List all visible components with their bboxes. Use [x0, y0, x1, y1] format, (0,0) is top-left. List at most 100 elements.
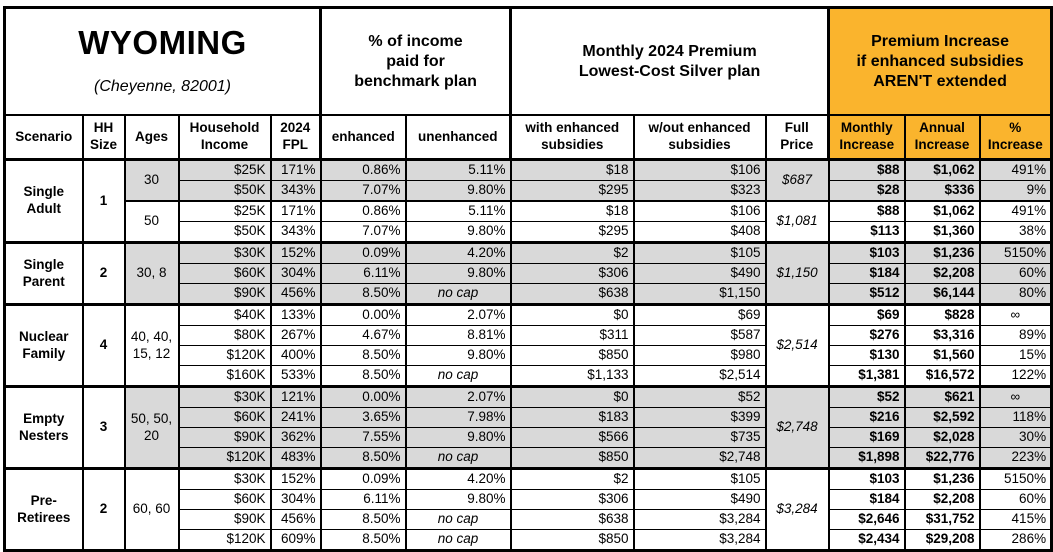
monthly-increase-cell: $512 — [827, 283, 906, 306]
fpl-cell: 456% — [269, 283, 322, 306]
pct-increase-cell: 491% — [978, 158, 1053, 182]
annual-increase-cell: $1,236 — [903, 241, 981, 265]
table-row: $50K 343% 7.07% 9.80% $295 $323 $28 $336 9% — [5, 180, 1053, 202]
enhanced-pct-cell: 3.65% — [319, 407, 407, 429]
ages-cell: 30, 8 — [123, 241, 180, 306]
enhanced-pct-cell: 0.09% — [319, 241, 407, 265]
monthly-increase-cell: $52 — [827, 385, 906, 409]
fpl-cell: 171% — [269, 158, 322, 182]
full-price-cell: $687 — [764, 158, 830, 202]
table-row: $80K 267% 4.67% 8.81% $311 $587 $276 $3,316 89% — [5, 325, 1053, 347]
pct-increase-cell: 415% — [978, 509, 1053, 531]
col-header-household-income: Household Income — [177, 114, 272, 162]
annual-increase-cell: $2,208 — [903, 263, 981, 285]
pct-increase-cell: ∞ — [978, 303, 1053, 327]
enhanced-pct-cell: 8.50% — [319, 447, 407, 470]
hh-size-cell: 3 — [81, 385, 126, 470]
annual-increase-cell: $1,062 — [903, 158, 981, 182]
pct-increase-cell: 60% — [978, 263, 1053, 285]
section-premium-header: Monthly 2024 Premium Lowest-Cost Silver … — [509, 6, 830, 117]
fpl-cell: 121% — [269, 385, 322, 409]
unenhanced-pct-cell: 5.11% — [404, 200, 512, 223]
col-header-wout-enhanced-subsidies: w/out enhanced subsidies — [632, 114, 767, 162]
premium-without-subsidies-cell: $106 — [632, 200, 767, 223]
fpl-cell: 133% — [269, 303, 322, 327]
enhanced-pct-cell: 8.50% — [319, 529, 407, 552]
annual-increase-cell: $1,360 — [903, 221, 981, 244]
enhanced-pct-cell: 7.55% — [319, 427, 407, 449]
scenario-cell: Pre- Retirees — [3, 467, 84, 552]
unenhanced-pct-cell: no cap — [404, 447, 512, 470]
monthly-increase-cell: $88 — [827, 200, 906, 223]
unenhanced-pct-cell: no cap — [404, 283, 512, 306]
premium-with-subsidies-cell: $638 — [509, 283, 635, 306]
premium-with-subsidies-cell: $295 — [509, 180, 635, 202]
ages-cell: 60, 60 — [123, 467, 180, 552]
hh-size-cell: 2 — [81, 241, 126, 306]
unenhanced-pct-cell: 4.20% — [404, 241, 512, 265]
fpl-cell: 304% — [269, 489, 322, 511]
monthly-increase-cell: $2,434 — [827, 529, 906, 552]
section-increase-header: Premium Increase if enhanced subsidies A… — [827, 6, 1053, 117]
annual-increase-cell: $16,572 — [903, 365, 981, 388]
enhanced-pct-cell: 8.50% — [319, 283, 407, 306]
table-row: Nuclear Family 4 40, 40, 15, 12 $40K 133% 0.0… — [3, 303, 1053, 388]
enhanced-pct-cell: 0.00% — [319, 303, 407, 327]
enhanced-pct-cell: 0.00% — [319, 385, 407, 409]
premium-with-subsidies-cell: $850 — [509, 345, 635, 367]
title-row: WYOMING (Cheyenne, 82001) % of income pa… — [3, 6, 1053, 117]
premium-with-subsidies-cell: $850 — [509, 529, 635, 552]
premium-without-subsidies-cell: $3,284 — [632, 529, 767, 552]
hh-size-cell: 1 — [81, 158, 126, 244]
unenhanced-pct-cell: 9.80% — [404, 489, 512, 511]
premium-with-subsidies-cell: $306 — [509, 263, 635, 285]
unenhanced-pct-cell: 9.80% — [404, 345, 512, 367]
household-income-cell: $30K — [177, 241, 272, 265]
col-header-ages: Ages — [123, 114, 180, 162]
annual-increase-cell: $1,236 — [903, 467, 981, 491]
household-income-cell: $40K — [177, 303, 272, 327]
table-row: Empty Nesters 3 50, 50, 20 $30K 121% 0.00% 2.0… — [3, 385, 1053, 470]
monthly-increase-cell: $216 — [827, 407, 906, 429]
unenhanced-pct-cell: 9.80% — [404, 427, 512, 449]
monthly-increase-cell: $169 — [827, 427, 906, 449]
monthly-increase-cell: $28 — [827, 180, 906, 202]
monthly-increase-cell: $276 — [827, 325, 906, 347]
section-benchmark-header: % of income paid for benchmark plan — [319, 6, 512, 117]
household-income-cell: $60K — [177, 263, 272, 285]
premium-without-subsidies-cell: $587 — [632, 325, 767, 347]
pct-increase-cell: 15% — [978, 345, 1053, 367]
pct-increase-cell: ∞ — [978, 385, 1053, 409]
premium-with-subsidies-cell: $850 — [509, 447, 635, 470]
scenario-cell: Single Adult — [3, 158, 84, 244]
monthly-increase-cell: $113 — [827, 221, 906, 244]
col-header-enhanced: enhanced — [319, 114, 407, 162]
household-income-cell: $90K — [177, 283, 272, 306]
full-price-cell: $1,150 — [764, 241, 830, 306]
enhanced-pct-cell: 8.50% — [319, 365, 407, 388]
premium-with-subsidies-cell: $0 — [509, 303, 635, 327]
premium-with-subsidies-cell: $566 — [509, 427, 635, 449]
premium-without-subsidies-cell: $52 — [632, 385, 767, 409]
premium-with-subsidies-cell: $295 — [509, 221, 635, 244]
household-income-cell: $30K — [177, 467, 272, 491]
ages-cell: 40, 40, 15, 12 — [123, 303, 180, 388]
col-header-pct-increase: % Increase — [978, 114, 1053, 162]
col-header-scenario: Scenario — [3, 114, 84, 162]
hh-size-cell: 4 — [81, 303, 126, 388]
col-header-full-price: Full Price — [764, 114, 830, 162]
premium-without-subsidies-cell: $105 — [632, 467, 767, 491]
premium-with-subsidies-cell: $183 — [509, 407, 635, 429]
table-row: $60K 304% 6.11% 9.80% $306 $490 $184 $2,208 60% — [5, 263, 1053, 285]
table-row: Single Parent 2 30, 8 $30K 152% 0.09% 4.20% $2 $… — [3, 241, 1053, 306]
annual-increase-cell: $31,752 — [903, 509, 981, 531]
household-income-cell: $160K — [177, 365, 272, 388]
table-row: $50K 343% 7.07% 9.80% $295 $408 $113 $1,360 38% — [5, 221, 1053, 244]
premium-without-subsidies-cell: $323 — [632, 180, 767, 202]
full-price-cell: $1,081 — [764, 200, 830, 244]
unenhanced-pct-cell: 8.81% — [404, 325, 512, 347]
fpl-cell: 267% — [269, 325, 322, 347]
scenario-cell: Nuclear Family — [3, 303, 84, 388]
annual-increase-cell: $336 — [903, 180, 981, 202]
full-price-cell: $3,284 — [764, 467, 830, 552]
